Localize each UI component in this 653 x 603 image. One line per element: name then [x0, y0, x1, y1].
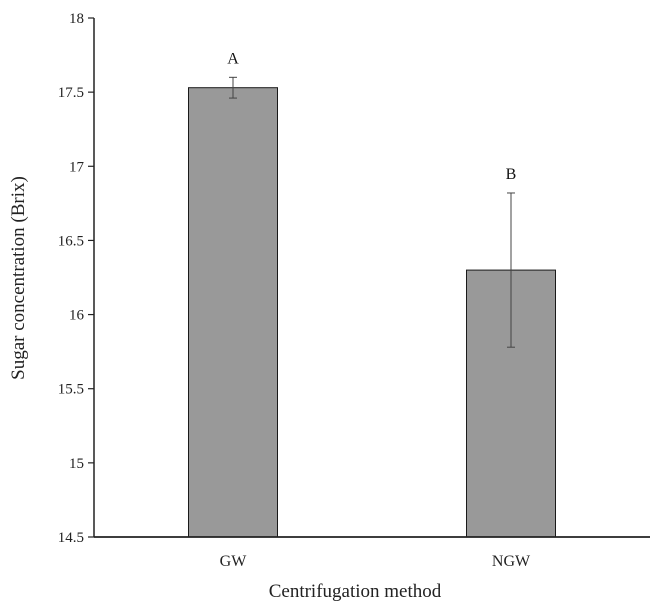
- y-axis-title: Sugar concentration (Brix): [8, 176, 29, 380]
- y-tick-label: 14.5: [58, 530, 84, 546]
- significance-label: B: [506, 166, 517, 183]
- y-tick-label: 17: [69, 159, 85, 175]
- bar-gw: [188, 87, 278, 538]
- y-tick-label: 15: [69, 456, 84, 472]
- y-tick-label: 16.5: [58, 233, 84, 249]
- y-tick-label: 15.5: [58, 382, 84, 398]
- x-category-label: GW: [220, 553, 248, 570]
- y-tick-label: 18: [69, 11, 84, 27]
- significance-label: A: [227, 50, 239, 67]
- y-tick-label: 16: [69, 308, 85, 324]
- plot-area: 14.5 15 15.5 16 16.5 17 17.5 18 A GW B NGW: [58, 11, 650, 570]
- y-tick-label: 17.5: [58, 85, 84, 101]
- x-category-label: NGW: [492, 553, 531, 570]
- x-axis-title: Centrifugation method: [269, 581, 442, 602]
